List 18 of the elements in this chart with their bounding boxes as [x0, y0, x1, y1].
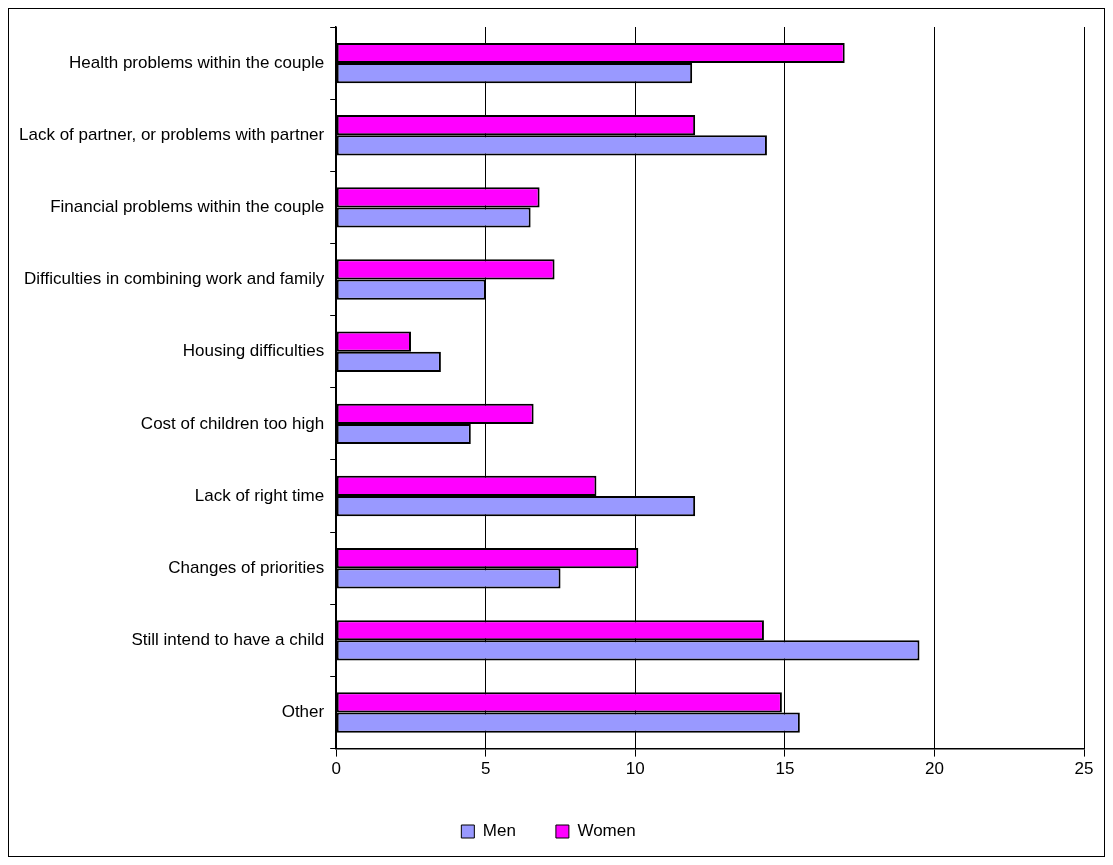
legend-label: Women: [577, 821, 636, 841]
y-tick-label: Lack of partner, or problems with partner: [19, 124, 325, 144]
y-tick-label: Health problems within the couple: [69, 52, 325, 72]
x-tick-label: 15: [775, 759, 795, 779]
y-tick-label: Changes of priorities: [168, 557, 325, 577]
y-tick-label: Financial problems within the couple: [50, 197, 325, 217]
legend-label: Men: [482, 821, 516, 841]
x-tick-label: 5: [481, 759, 491, 779]
y-tick-label: Difficulties in combining work and family: [24, 269, 325, 289]
x-tick-label: 0: [331, 759, 341, 779]
x-tick-label: 25: [1074, 759, 1094, 779]
y-tick-label: Still intend to have a child: [131, 630, 325, 650]
y-tick-label: Housing difficulties: [182, 341, 325, 361]
y-tick-label: Other: [281, 702, 325, 722]
y-tick-label: Cost of children too high: [140, 413, 325, 433]
y-tick-label: Lack of right time: [194, 485, 325, 505]
x-tick-label: 20: [924, 759, 944, 779]
x-tick-label: 10: [625, 759, 645, 779]
